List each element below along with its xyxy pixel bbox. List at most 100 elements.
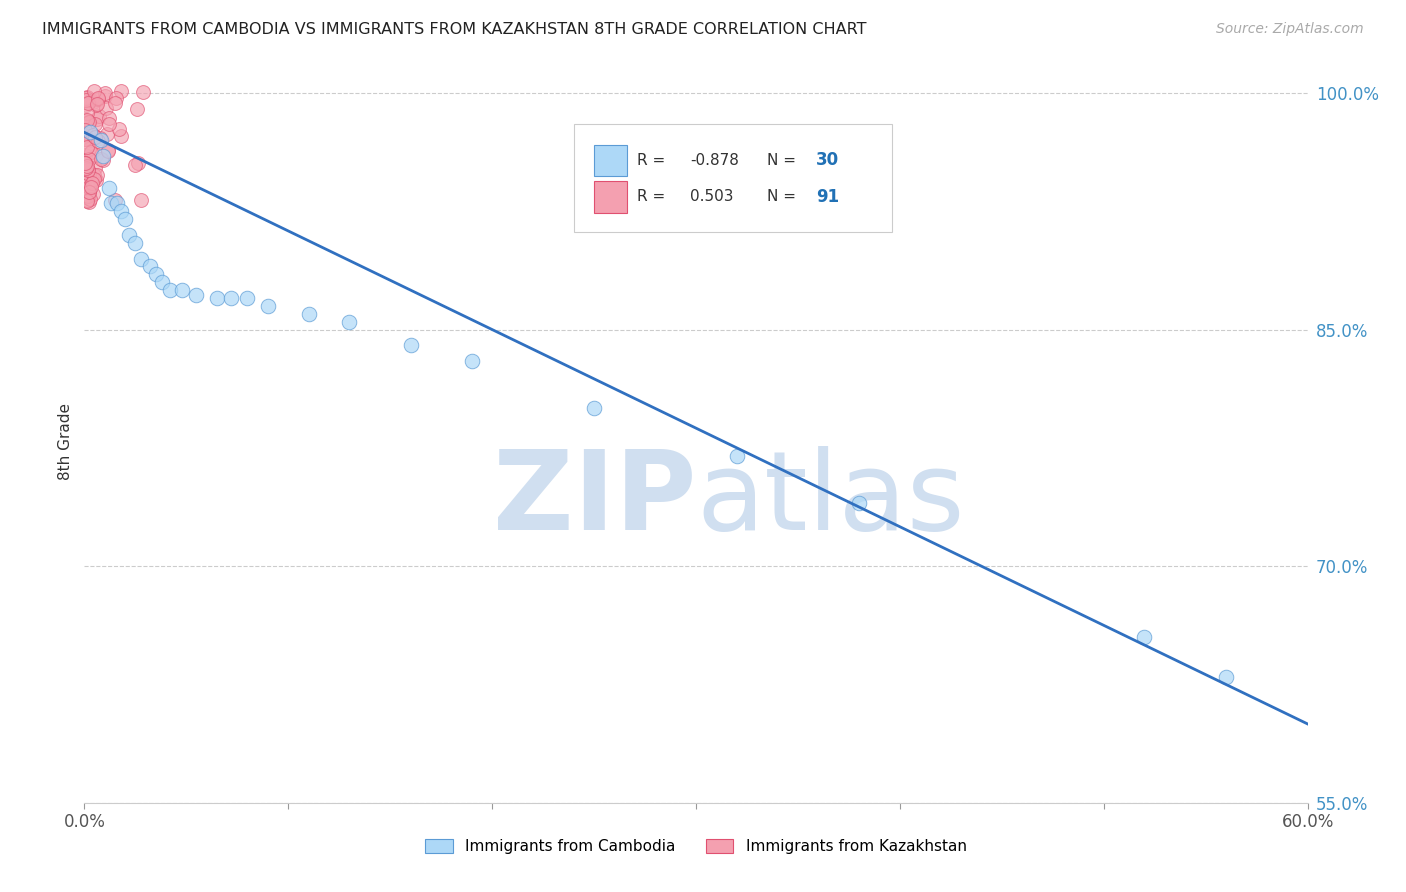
Text: ZIP: ZIP	[492, 446, 696, 553]
Text: R =: R =	[637, 153, 671, 168]
Point	[84, 117, 107, 131]
Point	[79, 125, 101, 139]
Point	[83, 168, 105, 182]
Text: R =: R =	[637, 189, 671, 204]
Point	[73, 148, 96, 162]
Point	[91, 153, 114, 168]
Point	[110, 129, 132, 144]
Point	[83, 161, 105, 175]
Point	[76, 96, 98, 111]
Point	[75, 185, 97, 199]
Point	[80, 145, 103, 159]
Point	[89, 130, 111, 145]
Point	[76, 165, 98, 179]
Point	[86, 97, 108, 112]
Point	[75, 131, 97, 145]
Point	[75, 161, 97, 176]
Point	[104, 95, 127, 110]
Point	[76, 106, 98, 120]
Point	[77, 162, 100, 177]
Point	[94, 101, 117, 115]
Point	[257, 299, 280, 313]
Point	[75, 156, 97, 170]
Point	[97, 144, 120, 158]
Point	[91, 149, 114, 163]
Point	[76, 166, 98, 180]
Text: 0.503: 0.503	[690, 189, 734, 204]
Point	[1133, 630, 1156, 644]
Point	[76, 193, 98, 207]
Point	[77, 114, 100, 128]
Point	[97, 116, 120, 130]
Point	[94, 89, 117, 103]
Point	[77, 167, 100, 181]
Point	[77, 114, 100, 128]
Point	[75, 169, 97, 184]
Point	[150, 275, 173, 289]
Point	[73, 190, 96, 204]
Text: 30: 30	[815, 152, 839, 169]
Point	[79, 185, 101, 199]
Point	[298, 307, 321, 321]
Point	[105, 196, 128, 211]
Point	[114, 212, 136, 227]
Point	[110, 84, 132, 98]
Point	[108, 122, 131, 136]
Point	[399, 338, 422, 352]
Point	[848, 496, 870, 510]
Point	[86, 168, 108, 182]
Point	[75, 93, 97, 107]
Point	[132, 85, 155, 99]
FancyBboxPatch shape	[595, 181, 627, 212]
Point	[86, 112, 108, 126]
Point	[172, 283, 194, 297]
Point	[80, 132, 103, 146]
Point	[77, 117, 100, 131]
Point	[236, 291, 259, 305]
Text: -0.878: -0.878	[690, 153, 738, 168]
Point	[1215, 670, 1237, 684]
Point	[145, 268, 167, 282]
Point	[127, 156, 149, 170]
Text: N =: N =	[766, 189, 801, 204]
Point	[76, 163, 98, 178]
Point	[87, 134, 110, 148]
Point	[76, 128, 98, 142]
Point	[97, 180, 120, 194]
Point	[86, 91, 108, 105]
Point	[97, 143, 120, 157]
Point	[461, 354, 484, 368]
Point	[186, 288, 208, 302]
Point	[87, 92, 110, 106]
Point	[80, 176, 103, 190]
Point	[118, 227, 141, 242]
Point	[76, 113, 98, 128]
Legend: Immigrants from Cambodia, Immigrants from Kazakhstan: Immigrants from Cambodia, Immigrants fro…	[419, 832, 973, 860]
Point	[75, 132, 97, 146]
Point	[205, 291, 228, 305]
Point	[84, 130, 107, 145]
Point	[77, 152, 100, 166]
Point	[131, 252, 153, 266]
Text: N =: N =	[766, 153, 801, 168]
Point	[82, 187, 104, 202]
Point	[104, 194, 127, 208]
Point	[125, 102, 148, 116]
Point	[75, 98, 97, 112]
Point	[93, 86, 115, 100]
Point	[73, 112, 96, 127]
Text: 91: 91	[815, 187, 839, 205]
FancyBboxPatch shape	[595, 145, 627, 177]
Point	[83, 84, 105, 98]
Point	[97, 112, 120, 126]
Point	[77, 185, 100, 199]
Point	[77, 142, 100, 156]
Point	[90, 152, 112, 166]
Point	[73, 155, 96, 169]
Point	[76, 178, 98, 193]
Point	[82, 95, 104, 109]
Point	[84, 98, 107, 112]
Point	[84, 173, 107, 187]
Point	[75, 91, 97, 105]
Point	[76, 194, 98, 208]
